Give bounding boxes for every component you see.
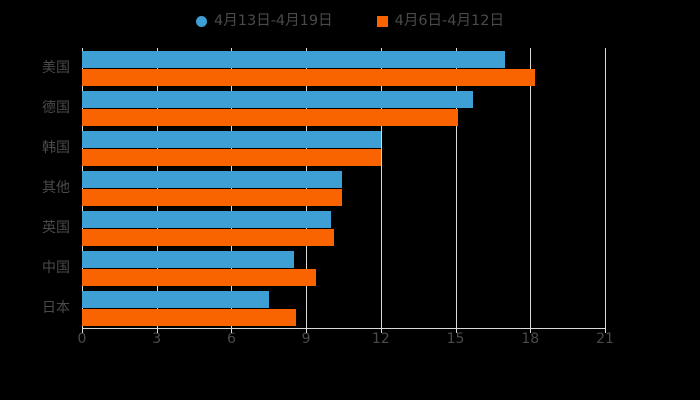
x-axis-tick-6: 6 <box>226 331 236 347</box>
bar-德国-series-1[interactable] <box>82 91 473 108</box>
bar-德国-series-2[interactable] <box>82 109 458 126</box>
x-axis-tick-mark <box>231 328 232 333</box>
bar-其他-series-2[interactable] <box>82 189 342 206</box>
x-axis-tick-18: 18 <box>521 331 540 347</box>
y-axis-label-英国: 英国 <box>42 220 70 236</box>
x-axis-tick-9: 9 <box>301 331 311 347</box>
bar-日本-series-2[interactable] <box>82 309 296 326</box>
bar-日本-series-1[interactable] <box>82 291 269 308</box>
gridline <box>530 48 531 328</box>
legend-entry-series-2[interactable]: 4月6日-4月12日 <box>376 12 504 29</box>
bar-中国-series-1[interactable] <box>82 251 294 268</box>
legend-marker-square-icon <box>376 15 388 27</box>
x-axis-tick-labels: 0 3 6 9 12 15 18 21 <box>0 332 700 354</box>
x-axis-tick-mark <box>306 328 307 333</box>
y-axis-label-德国: 德国 <box>42 100 70 116</box>
x-axis-tick-mark <box>381 328 382 333</box>
gridline <box>82 48 83 328</box>
x-axis-tick-0: 0 <box>77 331 87 347</box>
chart-legend: 4月13日-4月19日 4月6日-4月12日 <box>0 8 700 34</box>
bar-英国-series-1[interactable] <box>82 211 331 228</box>
y-axis-labels: 美国德国韩国其他英国中国日本 <box>0 48 70 328</box>
bar-其他-series-1[interactable] <box>82 171 342 188</box>
x-axis-tick-mark <box>157 328 158 333</box>
plot-area <box>82 48 606 328</box>
x-axis-tick-mark <box>456 328 457 333</box>
bar-韩国-series-2[interactable] <box>82 149 381 166</box>
bar-美国-series-2[interactable] <box>82 69 535 86</box>
y-axis-label-其他: 其他 <box>42 180 70 196</box>
legend-entry-series-1[interactable]: 4月13日-4月19日 <box>196 14 333 29</box>
x-axis-tick-21: 21 <box>596 331 614 347</box>
bar-英国-series-2[interactable] <box>82 229 334 246</box>
legend-marker-circle-icon <box>196 15 208 27</box>
x-axis-line <box>82 328 606 329</box>
gridline <box>381 48 382 328</box>
x-axis-tick-mark <box>82 328 83 333</box>
bar-韩国-series-1[interactable] <box>82 131 381 148</box>
gridline <box>157 48 158 328</box>
x-axis-tick-mark <box>605 328 606 333</box>
x-axis-tick-15: 15 <box>446 331 465 347</box>
y-axis-label-韩国: 韩国 <box>42 140 70 156</box>
y-axis-label-中国: 中国 <box>42 260 70 276</box>
x-axis-tick-12: 12 <box>371 331 390 347</box>
bar-美国-series-1[interactable] <box>82 51 505 68</box>
gridline <box>456 48 457 328</box>
bar-中国-series-2[interactable] <box>82 269 316 286</box>
y-axis-label-美国: 美国 <box>42 60 70 76</box>
x-axis-tick-mark <box>530 328 531 333</box>
gridline <box>605 48 606 328</box>
gridline <box>231 48 232 328</box>
x-axis-tick-3: 3 <box>152 331 162 347</box>
legend-label-series-1: 4月13日-4月19日 <box>214 12 333 29</box>
gridline <box>306 48 307 328</box>
y-axis-label-日本: 日本 <box>42 300 70 316</box>
legend-label-series-2: 4月6日-4月12日 <box>394 12 504 29</box>
